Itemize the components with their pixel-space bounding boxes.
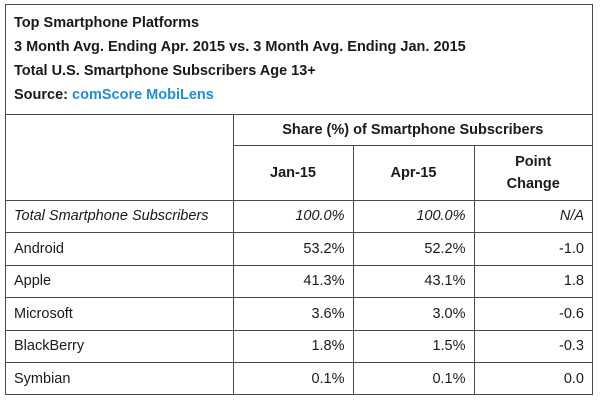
cell-change: -0.3 bbox=[473, 329, 593, 363]
cell-apr: 52.2% bbox=[352, 232, 475, 266]
population-note: Total U.S. Smartphone Subscribers Age 13… bbox=[14, 63, 316, 79]
cell-jan: 3.6% bbox=[232, 297, 354, 331]
cell-jan: 1.8% bbox=[232, 329, 354, 363]
column-header-apr: Apr-15 bbox=[352, 144, 475, 201]
table-row: BlackBerry 1.8% 1.5% -0.3 bbox=[6, 329, 593, 363]
cell-jan: 53.2% bbox=[232, 232, 354, 266]
row-label: Total Smartphone Subscribers bbox=[6, 199, 234, 233]
data-table: Share (%) of Smartphone Subscribers Jan-… bbox=[6, 115, 593, 395]
table-row: Symbian 0.1% 0.1% 0.0 bbox=[6, 362, 593, 395]
cell-change: -0.6 bbox=[473, 297, 593, 331]
cell-apr: 1.5% bbox=[352, 329, 475, 363]
column-header-row: Jan-15 Apr-15 Point Change bbox=[6, 144, 593, 201]
cell-apr: 0.1% bbox=[352, 362, 475, 395]
chart-subtitle: 3 Month Avg. Ending Apr. 2015 vs. 3 Mont… bbox=[14, 39, 466, 55]
group-header: Share (%) of Smartphone Subscribers bbox=[232, 115, 593, 146]
cell-change: 1.8 bbox=[473, 264, 593, 298]
column-header-change: Point Change bbox=[473, 144, 593, 201]
column-header-jan: Jan-15 bbox=[233, 144, 354, 201]
cell-apr: 100.0% bbox=[352, 199, 475, 233]
cell-apr: 43.1% bbox=[352, 264, 475, 298]
table-row: Total Smartphone Subscribers 100.0% 100.0%… bbox=[6, 199, 593, 233]
cell-apr: 3.0% bbox=[352, 297, 475, 331]
source-name: comScore MobiLens bbox=[72, 87, 214, 103]
column-header-change-text: Point Change bbox=[506, 153, 560, 192]
row-label: BlackBerry bbox=[6, 329, 234, 363]
table-row: Apple 41.3% 43.1% 1.8 bbox=[6, 264, 593, 298]
row-label: Symbian bbox=[6, 362, 234, 395]
cell-change: N/A bbox=[473, 199, 593, 233]
cell-change: 0.0 bbox=[473, 362, 593, 395]
table-header: Top Smartphone Platforms 3 Month Avg. En… bbox=[6, 5, 592, 115]
row-label-header bbox=[6, 115, 234, 201]
cell-jan: 100.0% bbox=[232, 199, 354, 233]
cell-jan: 41.3% bbox=[232, 264, 354, 298]
table-body: Share (%) of Smartphone Subscribers Jan-… bbox=[6, 115, 593, 395]
cell-jan: 0.1% bbox=[232, 362, 354, 395]
row-label: Android bbox=[6, 232, 234, 266]
cell-change: -1.0 bbox=[473, 232, 593, 266]
chart-title: Top Smartphone Platforms bbox=[14, 15, 200, 31]
source-label: Source: bbox=[14, 87, 68, 103]
row-label: Apple bbox=[6, 264, 234, 298]
chart-frame: Top Smartphone Platforms 3 Month Avg. En… bbox=[5, 4, 593, 395]
source-line: Source: comScore MobiLens bbox=[14, 83, 592, 107]
table-row: Microsoft 3.6% 3.0% -0.6 bbox=[6, 297, 593, 331]
row-label: Microsoft bbox=[6, 297, 234, 331]
group-header-row: Share (%) of Smartphone Subscribers bbox=[6, 115, 593, 201]
table-row: Android 53.2% 52.2% -1.0 bbox=[6, 232, 593, 266]
